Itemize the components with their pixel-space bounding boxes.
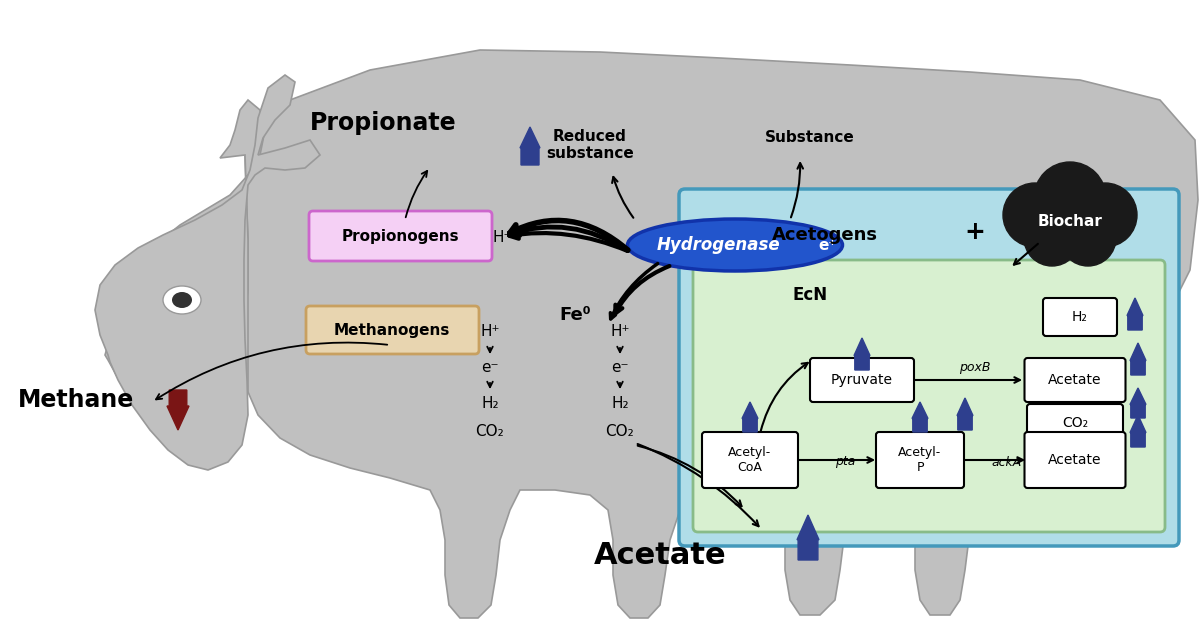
FancyBboxPatch shape	[702, 432, 798, 488]
Text: Acetyl-
CoA: Acetyl- CoA	[728, 446, 772, 474]
Text: Methane: Methane	[18, 388, 134, 412]
Polygon shape	[1130, 388, 1146, 418]
Polygon shape	[1130, 343, 1146, 375]
Polygon shape	[797, 515, 818, 560]
Ellipse shape	[172, 292, 192, 308]
Text: CO₂: CO₂	[1062, 416, 1088, 430]
FancyBboxPatch shape	[310, 211, 492, 261]
FancyBboxPatch shape	[306, 306, 479, 354]
Text: poxB: poxB	[959, 361, 991, 375]
Text: Pyruvate: Pyruvate	[830, 373, 893, 387]
Text: Acetate: Acetate	[1049, 373, 1102, 387]
Text: H⁺: H⁺	[492, 230, 511, 244]
Text: +: +	[965, 220, 985, 244]
Text: ackA: ackA	[992, 455, 1022, 469]
Text: Biochar: Biochar	[1038, 214, 1103, 230]
FancyBboxPatch shape	[1025, 358, 1126, 402]
Text: Acetyl-
P: Acetyl- P	[899, 446, 942, 474]
Polygon shape	[742, 402, 758, 432]
Circle shape	[1024, 210, 1080, 266]
Text: Substance: Substance	[766, 130, 854, 146]
Text: pta: pta	[835, 455, 856, 469]
Ellipse shape	[628, 219, 842, 271]
FancyBboxPatch shape	[679, 189, 1178, 546]
Text: CO₂: CO₂	[475, 424, 504, 439]
Circle shape	[1073, 183, 1138, 247]
Polygon shape	[95, 75, 320, 470]
FancyBboxPatch shape	[1043, 298, 1117, 336]
FancyBboxPatch shape	[876, 432, 964, 488]
Text: CO₂: CO₂	[606, 424, 635, 439]
Circle shape	[1003, 183, 1067, 247]
Polygon shape	[1127, 298, 1142, 330]
Text: Fe⁰: Fe⁰	[559, 306, 590, 324]
Circle shape	[1060, 210, 1116, 266]
Polygon shape	[854, 338, 870, 370]
FancyBboxPatch shape	[1025, 432, 1126, 488]
Polygon shape	[912, 402, 928, 432]
Text: e⁻: e⁻	[481, 361, 499, 375]
Text: e⁺: e⁺	[818, 237, 838, 252]
Text: H₂: H₂	[481, 396, 499, 410]
Text: Acetate: Acetate	[1049, 453, 1102, 467]
Text: e⁻: e⁻	[611, 361, 629, 375]
Text: Propionate: Propionate	[310, 111, 457, 135]
Text: Acetogens: Acetogens	[772, 226, 878, 244]
Text: H⁺: H⁺	[611, 324, 630, 338]
Circle shape	[1034, 162, 1106, 234]
FancyBboxPatch shape	[694, 260, 1165, 532]
Polygon shape	[1130, 415, 1146, 447]
Polygon shape	[167, 390, 190, 430]
Text: EcN: EcN	[792, 286, 828, 304]
Text: H₂: H₂	[611, 396, 629, 410]
Text: H⁺: H⁺	[480, 324, 499, 338]
Text: Acetate: Acetate	[594, 541, 726, 569]
Polygon shape	[106, 100, 265, 465]
Circle shape	[1044, 206, 1096, 258]
FancyBboxPatch shape	[1027, 404, 1123, 442]
Text: Reduced
substance: Reduced substance	[546, 129, 634, 161]
Ellipse shape	[163, 286, 202, 314]
Text: Methanogens: Methanogens	[334, 324, 450, 338]
Polygon shape	[520, 127, 540, 165]
FancyBboxPatch shape	[810, 358, 914, 402]
Text: H₂: H₂	[1072, 310, 1088, 324]
Polygon shape	[242, 50, 1198, 618]
Polygon shape	[958, 398, 973, 430]
Text: Propionogens: Propionogens	[341, 230, 458, 244]
Text: Hydrogenase: Hydrogenase	[656, 236, 780, 254]
